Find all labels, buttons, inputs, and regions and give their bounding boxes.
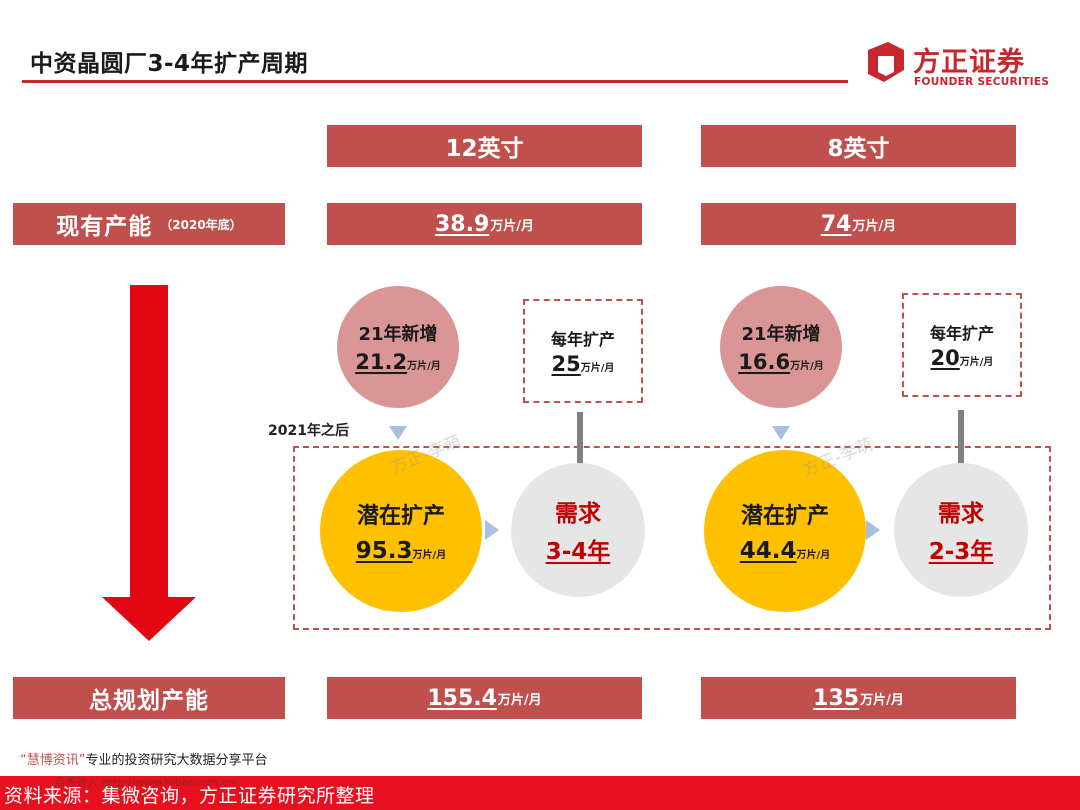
logo-text-en: FOUNDER SECURITIES bbox=[914, 76, 1050, 88]
unit: 万片/月 bbox=[497, 692, 542, 708]
demand-8inch-title: 需求 bbox=[938, 501, 984, 527]
annual-expansion-8inch-title: 每年扩产 bbox=[929, 324, 994, 343]
total-capacity-title: 总规划产能 bbox=[89, 688, 209, 714]
potential-expansion-12inch-title: 潜在扩产 bbox=[356, 504, 445, 529]
current-capacity-8inch-value: 74 bbox=[820, 211, 852, 237]
grey-down-arrow-icon bbox=[952, 410, 970, 485]
new-2021-8inch-value: 16.6 bbox=[738, 350, 791, 374]
platform-brand: “慧博资讯” bbox=[20, 753, 86, 768]
new-2021-12inch-title: 21年新增 bbox=[358, 324, 438, 345]
column-header-12inch: 12英寸 bbox=[327, 125, 642, 167]
potential-expansion-12inch-value: 95.3 bbox=[355, 538, 413, 564]
logo-text-cn: 方正证券 bbox=[913, 47, 1025, 78]
demand-12inch-value: 3-4年 bbox=[545, 539, 611, 565]
demand-12inch-title: 需求 bbox=[555, 501, 601, 527]
current-capacity-label: 现有产能 （2020年底） bbox=[13, 203, 285, 245]
current-capacity-title: 现有产能 bbox=[56, 214, 153, 240]
footer-band bbox=[0, 776, 1080, 810]
annual-expansion-8inch-box: 每年扩产 20万片/月 bbox=[902, 293, 1022, 397]
current-capacity-8inch: 74 万片/月 bbox=[701, 203, 1016, 245]
total-capacity-label: 总规划产能 bbox=[13, 677, 285, 719]
founder-logo-icon bbox=[868, 42, 904, 82]
unit: 万片/月 bbox=[796, 550, 831, 561]
potential-expansion-12inch-circle: 潜在扩产 95.3万片/月 bbox=[320, 450, 482, 612]
annual-expansion-8inch-value: 20 bbox=[930, 346, 960, 370]
page-title: 中资晶圆厂3-4年扩产周期 bbox=[30, 51, 309, 77]
big-down-arrow-icon bbox=[102, 285, 196, 641]
unit: 万片/月 bbox=[580, 363, 615, 374]
new-2021-12inch-value: 21.2 bbox=[355, 350, 408, 374]
unit: 万片/月 bbox=[852, 218, 897, 234]
demand-8inch-circle: 需求 2-3年 bbox=[894, 463, 1028, 597]
column-header-12inch-label: 12英寸 bbox=[445, 136, 524, 162]
current-capacity-sub: （2020年底） bbox=[160, 217, 242, 232]
title-underline bbox=[22, 80, 848, 83]
total-capacity-12inch: 155.4 万片/月 bbox=[327, 677, 642, 719]
unit: 万片/月 bbox=[490, 218, 535, 234]
flow-arrow-down-icon bbox=[389, 426, 407, 440]
column-header-8inch: 8英寸 bbox=[701, 125, 1016, 167]
current-capacity-12inch-value: 38.9 bbox=[434, 211, 490, 237]
grey-down-arrow-icon bbox=[571, 412, 589, 487]
potential-expansion-8inch-circle: 潜在扩产 44.4万片/月 bbox=[704, 450, 866, 612]
potential-expansion-8inch-value: 44.4 bbox=[739, 538, 797, 564]
new-2021-12inch-circle: 21年新增 21.2万片/月 bbox=[337, 286, 459, 408]
unit: 万片/月 bbox=[412, 550, 447, 561]
after-2021-label: 2021年之后 bbox=[268, 423, 349, 439]
platform-tagline: “慧博资讯”专业的投资研究大数据分享平台 bbox=[20, 749, 268, 768]
unit: 万片/月 bbox=[860, 692, 904, 708]
flow-arrow-down-icon bbox=[772, 426, 790, 440]
demand-12inch-circle: 需求 3-4年 bbox=[511, 463, 645, 597]
demand-8inch-value: 2-3年 bbox=[928, 539, 994, 565]
annual-expansion-12inch-value: 25 bbox=[551, 352, 581, 376]
footer-link[interactable]: 点击进入 http://www.hibor.com.cn bbox=[54, 776, 236, 789]
column-header-8inch-label: 8英寸 bbox=[827, 136, 890, 162]
annual-expansion-12inch-title: 每年扩产 bbox=[550, 330, 615, 349]
after-2021-frame bbox=[293, 446, 1051, 630]
total-capacity-8inch: 135 万片/月 bbox=[701, 677, 1016, 719]
platform-text: 专业的投资研究大数据分享平台 bbox=[85, 753, 268, 768]
unit: 万片/月 bbox=[959, 357, 994, 368]
total-capacity-12inch-value: 155.4 bbox=[427, 685, 497, 711]
annual-expansion-12inch-box: 每年扩产 25万片/月 bbox=[523, 299, 643, 403]
potential-expansion-8inch-title: 潜在扩产 bbox=[740, 504, 829, 529]
unit: 万片/月 bbox=[790, 361, 824, 372]
flow-arrow-right-icon bbox=[485, 520, 499, 540]
current-capacity-12inch: 38.9 万片/月 bbox=[327, 203, 642, 245]
unit: 万片/月 bbox=[407, 361, 441, 372]
flow-arrow-right-icon bbox=[866, 520, 880, 540]
source-note: 资料来源：集微咨询，方正证券研究所整理 bbox=[4, 785, 375, 807]
new-2021-8inch-circle: 21年新增 16.6万片/月 bbox=[720, 286, 842, 408]
total-capacity-8inch-value: 135 bbox=[813, 685, 860, 711]
new-2021-8inch-title: 21年新增 bbox=[741, 324, 821, 345]
